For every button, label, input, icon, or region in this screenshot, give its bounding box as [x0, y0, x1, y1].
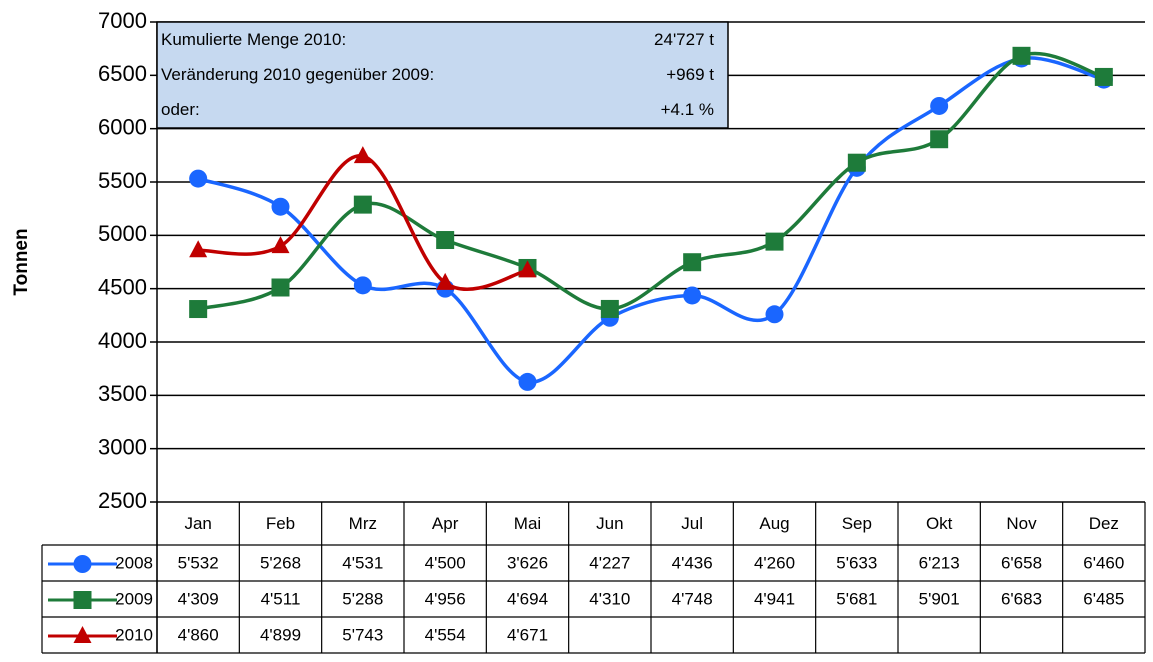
marker: [765, 305, 784, 324]
table-value: 5'681: [836, 589, 877, 608]
table-value: 4'500: [425, 553, 466, 572]
y-axis-label: Tonnen: [11, 228, 32, 295]
y-tick-label: 4500: [98, 274, 147, 299]
x-tick-label: Sep: [842, 514, 872, 533]
table-value: 4'531: [342, 553, 383, 572]
x-tick-label: Dez: [1089, 514, 1119, 533]
marker: [847, 153, 866, 172]
table-value: 5'633: [836, 553, 877, 572]
marker: [765, 232, 784, 251]
y-tick-label: 5000: [98, 221, 147, 246]
marker: [930, 96, 949, 115]
y-tick-label: 2500: [98, 488, 147, 513]
marker: [683, 253, 702, 272]
legend-marker: [73, 591, 92, 609]
annotation-box: [156, 21, 729, 129]
table-value: 4'860: [178, 625, 219, 644]
table-value: 4'941: [754, 589, 795, 608]
table-value: 4'511: [261, 589, 301, 608]
table-value: 6'658: [1001, 553, 1042, 572]
marker: [189, 169, 208, 188]
marker: [189, 240, 208, 258]
series-line: [197, 51, 1105, 311]
legend-label: 2009: [115, 589, 153, 608]
annotation-label: Veränderung 2010 gegenüber 2009:: [161, 65, 434, 84]
table-value: 4'899: [260, 625, 301, 644]
table-value: 6'485: [1083, 589, 1124, 608]
x-tick-label: Nov: [1006, 514, 1037, 533]
marker: [683, 286, 702, 305]
table-value: 4'748: [672, 589, 713, 608]
y-tick-label: 4000: [98, 328, 147, 353]
table-value: 5'288: [342, 589, 383, 608]
x-tick-label: Mai: [514, 514, 541, 533]
y-tick-label: 6500: [98, 61, 147, 86]
y-tick-label: 7000: [98, 8, 147, 33]
annotation-value: +969 t: [666, 65, 714, 84]
marker: [518, 260, 537, 278]
marker: [436, 231, 455, 250]
marker: [353, 195, 372, 214]
table-value: 4'436: [672, 553, 713, 572]
table-value: 4'671: [507, 625, 548, 644]
marker: [1012, 46, 1031, 65]
table-value: 6'213: [919, 553, 960, 572]
table-value: 6'683: [1001, 589, 1042, 608]
marker: [600, 299, 619, 318]
marker: [930, 130, 949, 149]
legend-label: 2010: [115, 625, 153, 644]
marker: [353, 146, 372, 164]
table-value: 3'626: [507, 553, 548, 572]
x-tick-label: Feb: [266, 514, 295, 533]
y-tick-label: 5500: [98, 168, 147, 193]
y-tick-label: 3000: [98, 434, 147, 459]
table-value: 5'901: [919, 589, 960, 608]
marker: [271, 197, 290, 216]
table-value: 4'227: [589, 553, 630, 572]
marker: [1094, 67, 1113, 86]
marker: [353, 276, 372, 295]
marker: [518, 372, 537, 391]
legend-marker: [73, 626, 92, 643]
legend-marker: [73, 555, 92, 573]
x-tick-label: Okt: [926, 514, 953, 533]
x-tick-label: Jan: [184, 514, 211, 533]
series-line: [198, 154, 528, 291]
table-value: 4'956: [425, 589, 466, 608]
y-tick-label: 3500: [98, 381, 147, 406]
table-value: 4'310: [589, 589, 630, 608]
marker: [271, 278, 290, 297]
x-tick-label: Aug: [759, 514, 789, 533]
x-tick-label: Mrz: [349, 514, 377, 533]
annotation-value: +4.1 %: [661, 100, 714, 119]
table-value: 4'694: [507, 589, 548, 608]
marker: [189, 300, 208, 319]
annotation-label: oder:: [161, 100, 200, 119]
table-value: 4'309: [178, 589, 219, 608]
annotation-label: Kumulierte Menge 2010:: [161, 30, 346, 49]
x-tick-label: Jul: [681, 514, 703, 533]
table-value: 5'743: [342, 625, 383, 644]
table-value: 5'268: [260, 553, 301, 572]
table-value: 5'532: [178, 553, 219, 572]
x-tick-label: Jun: [596, 514, 623, 533]
y-tick-label: 6000: [98, 114, 147, 139]
table-value: 4'554: [425, 625, 466, 644]
table-value: 6'460: [1083, 553, 1124, 572]
table-value: 4'260: [754, 553, 795, 572]
marker: [436, 272, 455, 290]
legend-label: 2008: [115, 553, 153, 572]
x-tick-label: Apr: [432, 514, 459, 533]
marker: [271, 236, 290, 254]
annotation-value: 24'727 t: [654, 30, 714, 49]
